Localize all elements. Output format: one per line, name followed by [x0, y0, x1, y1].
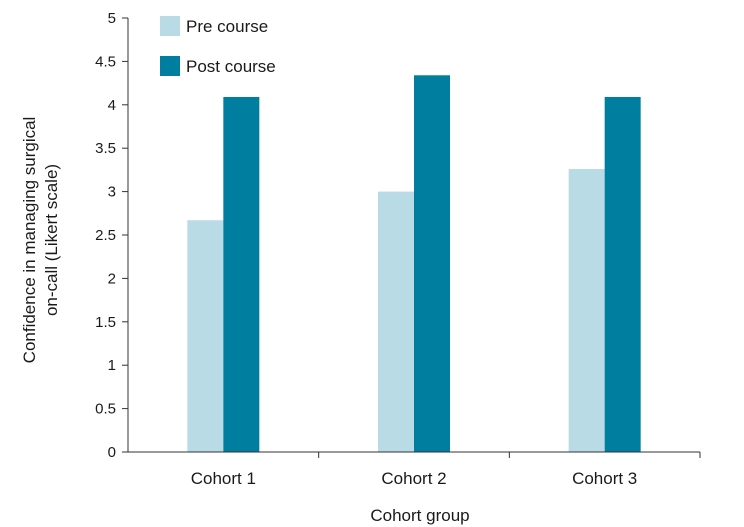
y-axis: 0 0.5 1 1.5 2 2.5 3 3.5 4 4.5 5 — [95, 10, 129, 461]
y-tick-label: 1.5 — [95, 314, 116, 331]
bar-post-course — [604, 96, 641, 452]
bar-post-course — [223, 96, 260, 452]
y-tick-label: 3 — [108, 184, 116, 201]
x-axis: Cohort 1 Cohort 2 Cohort 3 — [128, 451, 701, 488]
legend-label: Post course — [186, 57, 276, 76]
bar-pre-course — [187, 220, 224, 452]
y-tick-label: 4.5 — [95, 53, 116, 70]
x-axis-title: Cohort group — [370, 506, 469, 525]
bar-pre-course — [378, 191, 414, 452]
y-tick-label: 5 — [108, 10, 116, 27]
bar-pre-course — [568, 169, 605, 453]
y-tick-label: 0 — [108, 444, 116, 461]
bars-group — [187, 75, 641, 453]
legend: Pre course Post course — [160, 16, 276, 76]
y-axis-title-line-2: on-call (Likert scale) — [42, 164, 61, 316]
legend-swatch — [160, 16, 180, 36]
x-tick-label: Cohort 3 — [572, 469, 637, 488]
y-tick-label: 0.5 — [95, 401, 116, 418]
y-tick-label: 1 — [108, 357, 116, 374]
bar-post-course — [414, 75, 450, 453]
y-tick-label: 2 — [108, 270, 116, 287]
y-axis-title: Confidence in managing surgical on-call … — [20, 117, 61, 364]
legend-label: Pre course — [186, 17, 268, 36]
y-axis-title-line-1: Confidence in managing surgical — [20, 117, 39, 364]
legend-swatch — [160, 56, 180, 76]
x-tick-label: Cohort 1 — [191, 469, 256, 488]
y-tick-label: 4 — [108, 97, 116, 114]
y-tick-label: 3.5 — [95, 140, 116, 157]
y-tick-label: 2.5 — [95, 227, 116, 244]
x-tick-label: Cohort 2 — [381, 469, 446, 488]
